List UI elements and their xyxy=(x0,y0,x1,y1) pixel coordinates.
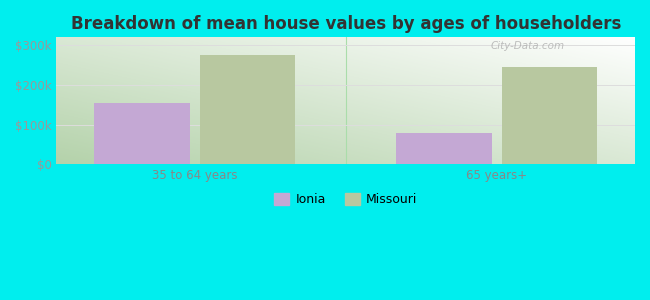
Legend: Ionia, Missouri: Ionia, Missouri xyxy=(269,188,422,211)
Bar xyxy=(502,67,597,164)
Title: Breakdown of mean house values by ages of householders: Breakdown of mean house values by ages o… xyxy=(71,15,621,33)
Text: City-Data.com: City-Data.com xyxy=(490,41,564,51)
Bar xyxy=(396,133,491,164)
Bar xyxy=(200,55,296,164)
Bar xyxy=(94,103,190,164)
